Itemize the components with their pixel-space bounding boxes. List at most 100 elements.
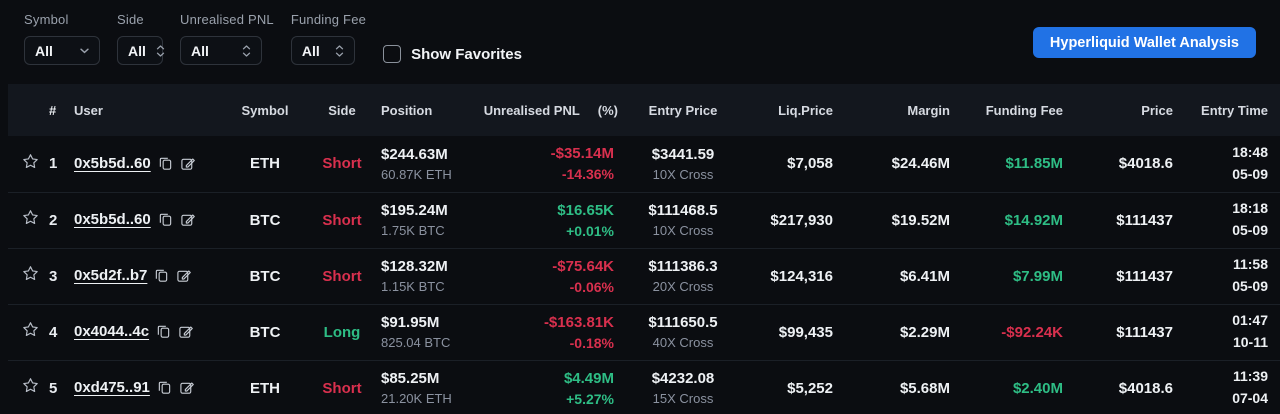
position-value: $85.25M [381,370,440,387]
up-down-spinner-icon [335,44,344,58]
pnl-percent: +0.01% [566,222,614,239]
pnl-percent: -0.18% [569,334,614,351]
user-cell: 0x4044..4c [74,304,227,360]
entry-time-cell: 18:48 05-09 [1173,136,1280,192]
leverage-label: 20X Cross [652,279,714,294]
margin-cell: $24.46M [891,155,950,173]
entry-price-value: $111468.5 [648,202,718,219]
edit-note-icon[interactable] [178,324,194,339]
position-size: 21.20K ETH [381,391,452,406]
position-value: $91.95M [381,314,440,331]
user-cell: 0x5b5d..60 [74,136,227,192]
favorite-star-icon[interactable] [22,153,39,170]
unrealised-pnl-cell: -$75.64K -0.06% [496,248,618,304]
filter-group-symbol: Symbol All [24,12,100,65]
unrealised-pnl-cell: $4.49M +5.27% [496,360,618,414]
side-filter-label: Side [117,12,144,27]
position-value: $244.63M [381,145,448,163]
symbol-filter-select[interactable]: All [24,36,100,65]
price-cell: $4018.6 [1118,155,1173,173]
unrealised-pnl-cell: -$163.81K -0.18% [496,304,618,360]
edit-note-icon[interactable] [180,212,196,227]
show-favorites-checkbox[interactable] [383,45,402,63]
positions-table: # User Symbol Side Position Unrealised P… [8,84,1280,414]
pnl-value: $16.65K [557,201,614,219]
header-symbol: Symbol [241,102,289,118]
symbol-filter-label: Symbol [24,12,69,27]
funding-fee-cell: $2.40M [1012,379,1063,397]
liq-price-cell: $5,252 [787,379,833,397]
filter-group-unrealised-pnl: Unrealised PNL All [180,12,274,65]
copy-address-icon[interactable] [156,324,171,339]
favorite-cell [8,248,44,304]
position-cell: $85.25M 21.20K ETH [381,360,496,414]
user-address-link[interactable]: 0x5b5d..60 [74,211,151,228]
unrealised-pnl-cell: -$35.14M -14.36% [496,136,618,192]
leverage-label: 40X Cross [652,335,714,350]
pnl-percent: +5.27% [566,390,614,407]
position-cell: $128.32M 1.15K BTC [381,248,496,304]
user-address-link[interactable]: 0x5d2f..b7 [74,267,148,284]
entry-price-cell: $4232.08 15X Cross [618,360,748,414]
funding-fee-filter-value: All [301,42,320,59]
copy-address-icon[interactable] [157,380,172,395]
entry-time-date: 05-09 [1232,222,1268,238]
symbol-cell: ETH [250,379,280,397]
side-cell: Short [322,267,362,285]
margin-cell: $6.41M [899,267,950,285]
edit-note-icon[interactable] [180,156,196,171]
unrealised-pnl-filter-select[interactable]: All [180,36,262,65]
header-funding-fee: Funding Fee [985,102,1063,118]
entry-time-date: 05-09 [1232,165,1268,182]
position-size: 1.15K BTC [381,279,445,294]
filter-group-funding-fee: Funding Fee All [290,12,366,65]
price-cell: $111437 [1116,323,1173,341]
up-down-spinner-icon [156,44,165,58]
table-body: 1 0x5b5d..60 ETH Short $244.63M 60.87K ETH -$3… [8,136,1280,414]
copy-address-icon[interactable] [158,156,173,171]
entry-time-date: 07-04 [1232,390,1268,406]
leverage-label: 10X Cross [652,166,714,182]
pnl-value: -$35.14M [550,145,614,163]
funding-fee-filter-select[interactable]: All [290,36,355,65]
copy-address-icon[interactable] [154,268,169,283]
table-row: 4 0x4044..4c BTC Long $91.95M 825.04 BTC -$163… [8,304,1280,360]
header-position: Position [381,102,433,118]
position-size: 825.04 BTC [381,335,451,350]
edit-note-icon[interactable] [176,268,192,283]
price-cell: $4018.6 [1118,379,1173,397]
edit-note-icon[interactable] [179,380,195,395]
symbol-cell: BTC [249,211,281,229]
copy-address-icon[interactable] [158,212,173,227]
favorite-star-icon[interactable] [22,321,39,338]
symbol-cell: ETH [250,155,280,173]
header-unrealised-pnl-label: Unrealised PNL [483,102,580,118]
header-liq-price: Liq.Price [778,102,833,118]
user-address-link[interactable]: 0x4044..4c [74,323,150,340]
entry-price-value: $111386.3 [648,258,718,275]
favorite-cell [8,192,44,248]
user-address-link[interactable]: 0x5b5d..60 [74,154,151,172]
margin-cell: $5.68M [899,379,950,397]
favorite-star-icon[interactable] [22,265,39,282]
side-filter-select[interactable]: All [117,36,165,65]
price-cell: $111437 [1116,211,1173,229]
entry-time-hour: 18:48 [1232,144,1268,161]
show-favorites-label: Show Favorites [411,45,522,63]
position-cell: $195.24M 1.75K BTC [381,192,496,248]
positions-table-wrap: # User Symbol Side Position Unrealised P… [8,84,1280,414]
filter-bar: Symbol All Side All Unrealised PNL All F… [0,0,1280,84]
unrealised-pnl-filter-label: Unrealised PNL [180,12,274,27]
hyperliquid-wallet-analysis-button[interactable]: Hyperliquid Wallet Analysis [1032,27,1256,58]
entry-price-cell: $111650.5 40X Cross [618,304,748,360]
funding-fee-cell: $7.99M [1012,267,1063,285]
pnl-percent: -0.06% [569,278,614,295]
funding-fee-cell: -$92.24K [1001,323,1063,341]
entry-time-hour: 18:18 [1232,200,1268,217]
favorite-star-icon[interactable] [22,209,39,226]
header-side: Side [328,102,356,118]
entry-time-hour: 11:58 [1232,256,1268,273]
favorite-star-icon[interactable] [22,377,39,394]
entry-time-date: 05-09 [1232,278,1268,294]
user-address-link[interactable]: 0xd475..91 [74,379,150,396]
